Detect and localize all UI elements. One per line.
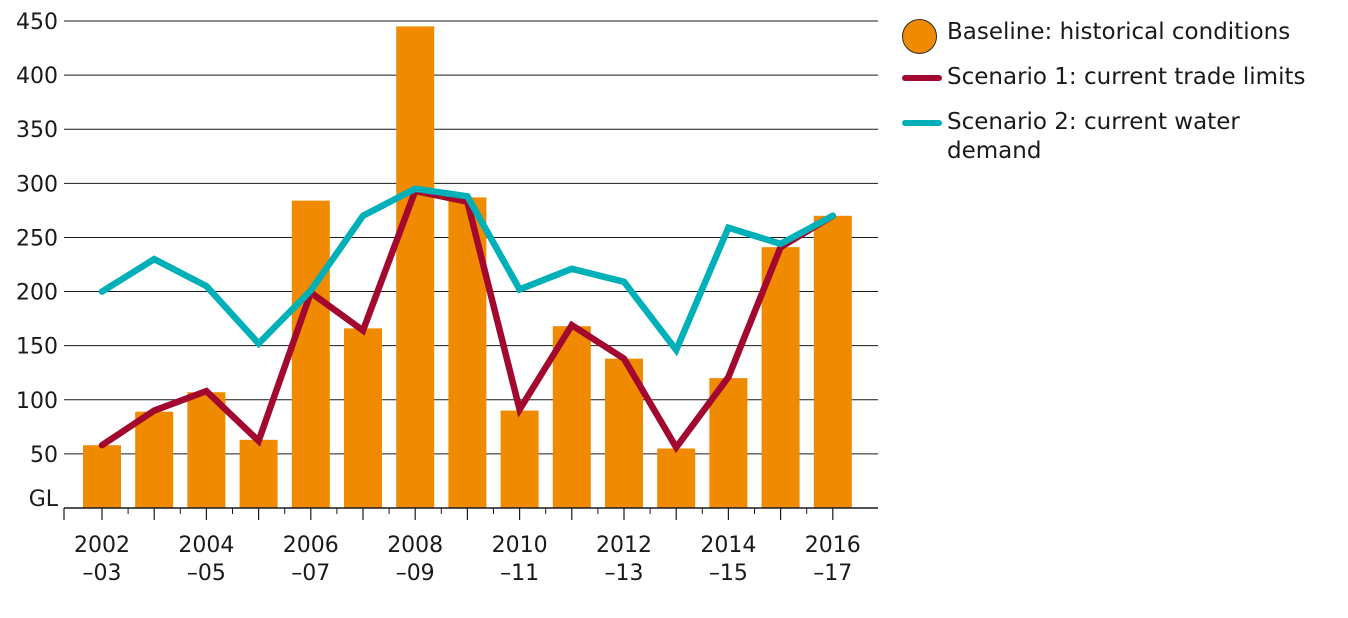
y-tick-label-200: 200 [16,281,58,306]
y-axis-tick-labels: 50 100 150 200 250 300 350 400 450 [16,10,58,468]
legend-item-scenario1: Scenario 1: current trade limits [902,63,1342,92]
scenario2-swatch-icon [902,120,942,126]
x-tick-label-suffix: –15 [709,561,748,586]
x-tick-label-year: 2006 [283,533,339,558]
x-tick-label-suffix: –03 [83,561,122,586]
x-tick-label-year: 2010 [492,533,548,558]
y-tick-label-300: 300 [16,172,58,197]
legend-label-baseline: Baseline: historical conditions [947,19,1291,45]
scenario1-swatch-icon [902,75,942,81]
bar-2005–06 [239,439,278,508]
legend-label-scenario2: Scenario 2: current water demand [947,109,1240,164]
x-axis-tick-labels: 2002 –03 2004 –05 2006 –07 2008 –09 2010 –11 2012 –… [74,533,861,586]
bar-2013–14 [657,448,696,508]
x-tick-label-suffix: –07 [291,561,330,586]
x-tick-label-2002: 2002 –03 [74,533,130,586]
legend-item-scenario2: Scenario 2: current water demand [902,108,1287,166]
x-tick-label-year: 2016 [805,533,861,558]
x-tick-label-year: 2008 [387,533,443,558]
x-tick-label-year: 2012 [596,533,652,558]
bar-2015–16 [761,247,800,508]
x-tick-label-suffix: –11 [500,561,539,586]
x-tick-label-2014: 2014 –15 [700,533,756,586]
y-axis-unit-label: GL [29,487,59,512]
y-tick-label-350: 350 [16,118,58,143]
x-tick-label-year: 2004 [178,533,234,558]
line-series [98,185,837,454]
x-tick-label-2012: 2012 –13 [596,533,652,586]
y-tick-label-50: 50 [30,443,58,468]
x-tick-label-suffix: –09 [396,561,435,586]
bar-series-baseline [83,26,852,509]
bar-2007–08 [344,328,382,508]
x-tick-label-2004: 2004 –05 [178,533,234,586]
y-tick-label-100: 100 [16,389,58,414]
bar-2011–12 [552,326,591,508]
line-series-2 [98,185,837,357]
bar-2003–04 [135,411,174,508]
bar-2006–07 [291,200,330,508]
x-tick-label-suffix: –13 [605,561,644,586]
y-tick-label-400: 400 [16,64,58,89]
x-tick-label-2016: 2016 –17 [805,533,861,586]
y-tick-label-450: 450 [16,10,58,35]
bar-2016–17 [813,215,852,509]
x-tick-label-suffix: –05 [187,561,226,586]
x-axis [63,507,878,520]
bar-2014–15 [709,378,748,508]
y-tick-label-250: 250 [16,226,58,251]
legend-label-scenario1: Scenario 1: current trade limits [947,64,1306,90]
bar-2004–05 [187,392,226,508]
baseline-swatch-icon [902,19,937,54]
bar-2010–11 [500,410,539,508]
chart-canvas: 50 100 150 200 250 300 350 400 450 2002 –03 2004 –0… [16,10,878,586]
y-tick-label-150: 150 [16,335,58,360]
x-tick-label-2006: 2006 –07 [283,533,339,586]
x-tick-label-suffix: –17 [813,561,852,586]
x-tick-label-2008: 2008 –09 [387,533,443,586]
legend-item-baseline: Baseline: historical conditions [902,18,1342,54]
x-tick-label-2010: 2010 –11 [492,533,548,586]
x-tick-label-year: 2014 [700,533,756,558]
bar-2002–03 [83,445,121,508]
x-tick-label-year: 2002 [74,533,130,558]
legend: Baseline: historical conditions Scenario… [902,18,1342,182]
bar-2008–09 [396,26,435,509]
